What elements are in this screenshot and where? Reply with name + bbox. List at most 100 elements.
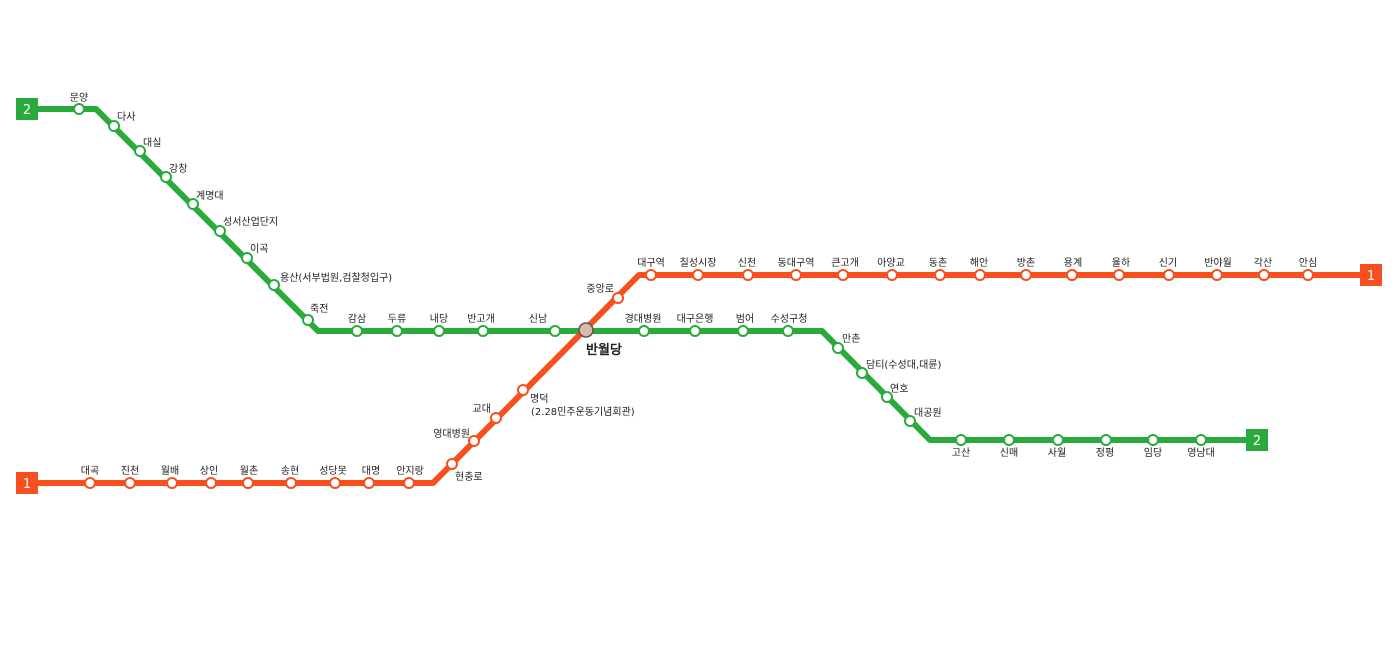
station[interactable]: 대명 [362, 465, 380, 489]
svg-text:다사: 다사 [117, 111, 135, 123]
station[interactable]: 성서산업단지 [214, 215, 278, 237]
line-1-stations: 대곡 진천 월배 상인 월촌 송현 성당못 대명 안지랑 현충로 영대병원 교대… [81, 256, 1317, 489]
station[interactable]: 명덕(2.28민주운동기념회관) [517, 384, 635, 418]
line-1-badge-end: 1 [1360, 264, 1382, 286]
station[interactable]: 죽전 [302, 303, 328, 326]
station[interactable]: 계명대 [187, 190, 224, 210]
svg-text:안심: 안심 [1299, 257, 1317, 269]
line-1-track [27, 272, 1371, 486]
station[interactable]: 안심 [1299, 257, 1317, 281]
svg-text:계명대: 계명대 [196, 190, 224, 202]
svg-text:사월: 사월 [1048, 447, 1066, 459]
svg-text:용산(서부법원,검찰청입구): 용산(서부법원,검찰청입구) [280, 271, 392, 284]
station[interactable]: 각산 [1254, 257, 1272, 281]
station[interactable]: 임당 [1144, 434, 1162, 459]
station[interactable]: 신남 [529, 313, 561, 337]
station[interactable]: 방촌 [1017, 257, 1035, 281]
svg-text:상인: 상인 [200, 465, 218, 477]
station[interactable]: 반야월 [1204, 257, 1232, 281]
station[interactable]: 성당못 [319, 465, 347, 489]
svg-text:대명: 대명 [362, 465, 380, 477]
station[interactable]: 칠성시장 [680, 257, 717, 281]
station[interactable]: 대실 [134, 137, 161, 157]
station[interactable]: 송현 [281, 465, 299, 489]
svg-text:수성구청: 수성구청 [771, 313, 808, 325]
svg-text:송현: 송현 [281, 465, 299, 477]
station[interactable]: 상인 [200, 465, 218, 489]
svg-text:현충로: 현충로 [455, 471, 483, 483]
station[interactable]: 아양교 [877, 257, 905, 281]
svg-text:교대: 교대 [473, 403, 491, 415]
svg-text:안지랑: 안지랑 [396, 465, 424, 477]
station[interactable]: 대곡 [81, 465, 99, 489]
svg-text:영남대: 영남대 [1187, 447, 1215, 459]
svg-text:반야월: 반야월 [1204, 257, 1232, 269]
station[interactable]: 수성구청 [771, 313, 808, 337]
station[interactable]: 대구역 [637, 257, 665, 281]
station[interactable]: 큰고개 [831, 257, 859, 281]
svg-text:반월당: 반월당 [586, 342, 622, 358]
svg-text:동촌: 동촌 [929, 257, 947, 269]
station[interactable]: 동대구역 [778, 257, 815, 281]
station[interactable]: 중앙로 [586, 283, 624, 304]
station[interactable]: 반고개 [467, 313, 495, 337]
station[interactable]: 신천 [738, 257, 756, 281]
svg-text:월촌: 월촌 [240, 465, 258, 477]
station[interactable]: 용산(서부법원,검찰청입구) [268, 271, 392, 291]
svg-text:담티(수성대,대륜): 담티(수성대,대륜) [866, 359, 941, 371]
svg-text:정평: 정평 [1096, 447, 1114, 459]
station[interactable]: 대공원 [904, 407, 942, 427]
station[interactable]: 감삼 [348, 313, 366, 337]
svg-text:경대병원: 경대병원 [625, 312, 662, 325]
svg-text:아양교: 아양교 [877, 257, 905, 269]
svg-text:대곡: 대곡 [81, 465, 99, 477]
station[interactable]: 월촌 [240, 465, 258, 489]
station[interactable]: 문양 [70, 92, 88, 115]
svg-text:문양: 문양 [70, 92, 88, 104]
station[interactable]: 영남대 [1187, 434, 1215, 459]
station[interactable]: 연호 [881, 383, 908, 403]
svg-text:중앙로: 중앙로 [586, 283, 614, 295]
station[interactable]: 담티(수성대,대륜) [856, 359, 941, 379]
station[interactable]: 내당 [430, 313, 448, 337]
station[interactable]: 정평 [1096, 434, 1114, 459]
station[interactable]: 강창 [160, 163, 187, 183]
station[interactable]: 경대병원 [625, 312, 662, 337]
svg-text:신기: 신기 [1159, 257, 1177, 269]
station[interactable]: 영대병원 [433, 428, 480, 447]
station[interactable]: 해안 [970, 256, 988, 281]
svg-text:성당못: 성당못 [319, 465, 347, 477]
station[interactable]: 고산 [952, 434, 970, 459]
station[interactable]: 이곡 [241, 243, 268, 264]
line-2-badge-end: 2 [1246, 429, 1268, 451]
svg-text:임당: 임당 [1144, 446, 1162, 459]
station[interactable]: 진천 [121, 465, 139, 489]
station[interactable]: 범어 [736, 313, 754, 337]
svg-text:방촌: 방촌 [1017, 257, 1035, 269]
station[interactable]: 신기 [1159, 257, 1177, 281]
svg-text:신남: 신남 [529, 313, 547, 325]
svg-text:성서산업단지: 성서산업단지 [223, 215, 278, 228]
svg-text:내당: 내당 [430, 313, 448, 325]
station[interactable]: 용계 [1064, 257, 1082, 281]
station[interactable]: 사월 [1048, 434, 1066, 459]
station[interactable]: 다사 [108, 111, 135, 132]
svg-text:반고개: 반고개 [467, 313, 495, 325]
svg-text:대실: 대실 [143, 137, 161, 149]
station[interactable]: 교대 [473, 403, 502, 424]
svg-text:동대구역: 동대구역 [778, 257, 815, 269]
svg-text:월배: 월배 [161, 465, 179, 477]
station[interactable]: 현충로 [446, 458, 483, 483]
station[interactable]: 동촌 [929, 257, 947, 281]
station[interactable]: 만촌 [832, 333, 860, 354]
station[interactable]: 두류 [388, 313, 406, 337]
station[interactable]: 안지랑 [396, 465, 424, 489]
svg-text:강창: 강창 [169, 163, 187, 175]
station[interactable]: 대구은행 [677, 313, 714, 337]
station[interactable]: 율하 [1112, 256, 1130, 281]
station[interactable]: 신매 [1000, 434, 1018, 459]
transfer-station-banwoldang[interactable]: 반월당 [578, 322, 622, 358]
svg-text:대공원: 대공원 [914, 407, 942, 419]
station[interactable]: 월배 [161, 465, 179, 489]
